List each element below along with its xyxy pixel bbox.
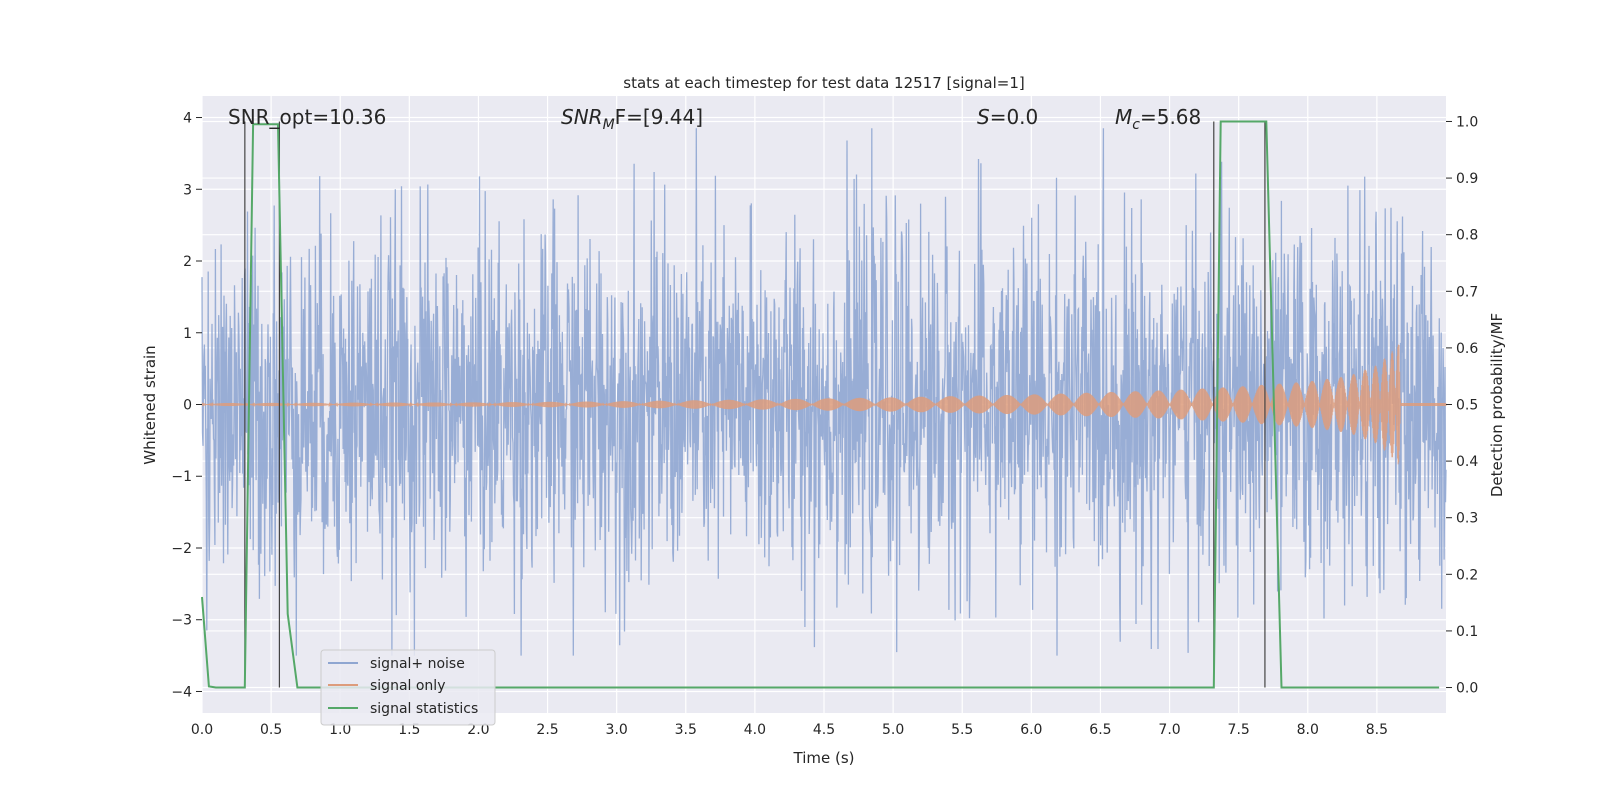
x-tick-label: 0.0 <box>191 722 213 738</box>
left-y-tick-labels: 4 3 2 1 0 −1 −2 −3 −4 <box>171 111 202 700</box>
snr-mf-symbol: SNR <box>561 105 603 129</box>
right-y-tick-label: 0.4 <box>1456 454 1478 470</box>
x-tick-label: 5.5 <box>951 722 973 738</box>
mc-annotation: Mc=5.68 <box>1115 105 1201 133</box>
x-tick-label: 3.5 <box>675 722 697 738</box>
mc-value: =5.68 <box>1140 105 1201 129</box>
y-axis-label: Whitened strain <box>141 345 159 464</box>
x-tick-label: 2.5 <box>536 722 558 738</box>
x-tick-label: 8.5 <box>1366 722 1388 738</box>
right-y-tick-label: 0.6 <box>1456 341 1478 357</box>
x-tick-label: 7.5 <box>1228 722 1250 738</box>
x-tick-label: 0.5 <box>260 722 282 738</box>
series-line-signal-statistics <box>201 120 1440 689</box>
left-y-tick-label: −4 <box>171 684 192 700</box>
right-y-tick-label: 0.0 <box>1456 681 1478 697</box>
s-value: =0.0 <box>990 105 1039 129</box>
right-y-tick-labels: 1.0 0.9 0.8 0.7 0.6 0.5 0.4 0.3 0.2 0.1 0.0 <box>1446 114 1478 697</box>
left-y-tick-label: 0 <box>183 398 192 414</box>
right-y-tick-label: 0.9 <box>1456 171 1478 187</box>
x-tick-label: 1.0 <box>329 722 351 738</box>
right-y-tick-label: 0.1 <box>1456 624 1478 640</box>
x-tick-label: 8.0 <box>1297 722 1319 738</box>
series-line-signal-plus-noise <box>201 128 1447 656</box>
x-axis-label: Time (s) <box>793 749 855 767</box>
left-y-tick-label: 1 <box>183 326 192 342</box>
x-tick-label: 2.0 <box>467 722 489 738</box>
right-y-tick-label: 0.7 <box>1456 284 1478 300</box>
x-tick-label: 6.5 <box>1089 722 1111 738</box>
left-y-tick-label: −2 <box>171 541 192 557</box>
right-y-tick-label: 0.5 <box>1456 398 1478 414</box>
series-line-signal-only <box>201 344 1447 465</box>
s-symbol: S <box>977 105 990 129</box>
mc-symbol: M <box>1115 105 1132 129</box>
series-signal-plus-noise <box>201 128 1447 656</box>
s-annotation: S=0.0 <box>977 105 1038 129</box>
x-tick-label: 7.0 <box>1158 722 1180 738</box>
mc-subscript: c <box>1132 117 1140 133</box>
x-tick-label: 4.0 <box>744 722 766 738</box>
right-y-tick-label: 0.8 <box>1456 228 1478 244</box>
snr-mf-annotation: SNRMF=[9.44] <box>561 105 703 133</box>
right-y-tick-label: 0.2 <box>1456 567 1478 583</box>
legend-label-signal-only: signal only <box>370 678 445 694</box>
right-y-tick-label: 0.3 <box>1456 511 1478 527</box>
x-tick-labels: 0.0 0.5 1.0 1.5 2.0 2.5 3.0 3.5 4.0 4.5 5.0 5.5 6.0 6… <box>191 722 1388 738</box>
chart-title: stats at each timestep for test data 125… <box>623 74 1024 92</box>
right-y-axis-label: Detection probability/MF <box>1488 313 1506 497</box>
left-y-tick-label: 4 <box>183 111 192 127</box>
x-tick-label: 6.0 <box>1020 722 1042 738</box>
left-y-tick-label: −3 <box>171 613 192 629</box>
snr-opt-annotation: SNR_opt=10.36 <box>228 105 386 129</box>
left-y-tick-label: −1 <box>171 469 192 485</box>
left-y-tick-label: 2 <box>183 254 192 270</box>
x-tick-label: 5.0 <box>882 722 904 738</box>
snr-mf-subscript: M <box>603 117 615 133</box>
series-signal-statistics <box>201 120 1440 689</box>
x-tick-label: 3.0 <box>606 722 628 738</box>
x-tick-label: 4.5 <box>813 722 835 738</box>
series-signal-only <box>201 344 1447 465</box>
left-y-tick-label: 3 <box>183 182 192 198</box>
right-y-tick-label: 1.0 <box>1456 114 1478 130</box>
legend-label-signal-statistics: signal statistics <box>370 701 478 717</box>
legend-label-signal-plus-noise: signal+ noise <box>370 656 465 672</box>
legend: signal+ noise signal only signal statist… <box>320 649 496 726</box>
x-tick-label: 1.5 <box>398 722 420 738</box>
legend-box <box>320 649 496 726</box>
snr-mf-value: F=[9.44] <box>615 105 703 129</box>
